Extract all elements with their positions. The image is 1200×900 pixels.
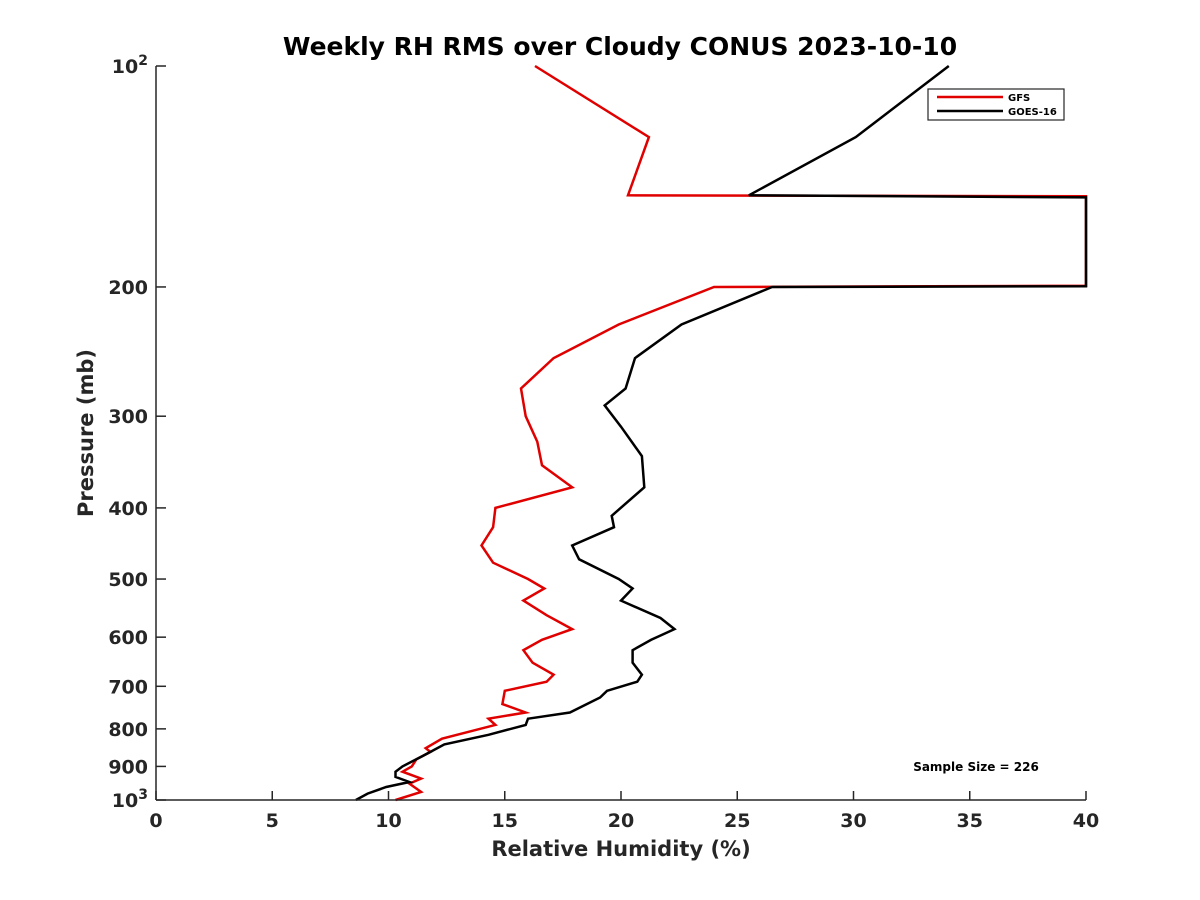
y-ticks: 102 200 300 400 500 600 700 800 900 103 xyxy=(108,53,166,812)
series-line-0 xyxy=(395,64,1088,802)
x-tick-label: 25 xyxy=(724,810,750,832)
x-tick-label: 15 xyxy=(492,810,518,832)
x-tick-label: 30 xyxy=(840,810,866,832)
y-tick-label: 400 xyxy=(108,498,148,520)
x-tick-label: 5 xyxy=(266,810,279,832)
y-tick-label: 800 xyxy=(108,719,148,741)
series-line-1 xyxy=(355,65,1088,802)
y-tick-label: 900 xyxy=(108,756,148,778)
chart-title: Weekly RH RMS over Cloudy CONUS 2023-10-… xyxy=(283,32,957,61)
y-tick-label: 600 xyxy=(108,627,148,649)
x-axis-label: Relative Humidity (%) xyxy=(491,837,750,861)
y-tick-label: 200 xyxy=(108,277,148,299)
y-tick-label: 102 xyxy=(112,53,148,78)
series-layer xyxy=(355,64,1088,802)
x-tick-label: 0 xyxy=(149,810,162,832)
x-tick-label: 40 xyxy=(1073,810,1099,832)
sample-size-annotation: Sample Size = 226 xyxy=(913,760,1039,774)
y-tick-label: 700 xyxy=(108,676,148,698)
legend: GFS GOES-16 xyxy=(927,88,1065,121)
y-axis-label: Pressure (mb) xyxy=(74,349,98,517)
legend-label-goes16: GOES-16 xyxy=(1008,107,1057,118)
legend-box xyxy=(927,88,1065,121)
y-tick-label: 103 xyxy=(112,787,148,812)
x-tick-label: 20 xyxy=(608,810,634,832)
x-ticks: 0 5 10 15 20 25 30 35 40 xyxy=(149,791,1099,832)
x-tick-label: 10 xyxy=(375,810,401,832)
y-tick-label: 500 xyxy=(108,569,148,591)
x-tick-label: 35 xyxy=(957,810,983,832)
y-tick-label: 300 xyxy=(108,406,148,428)
legend-label-gfs: GFS xyxy=(1008,93,1030,104)
